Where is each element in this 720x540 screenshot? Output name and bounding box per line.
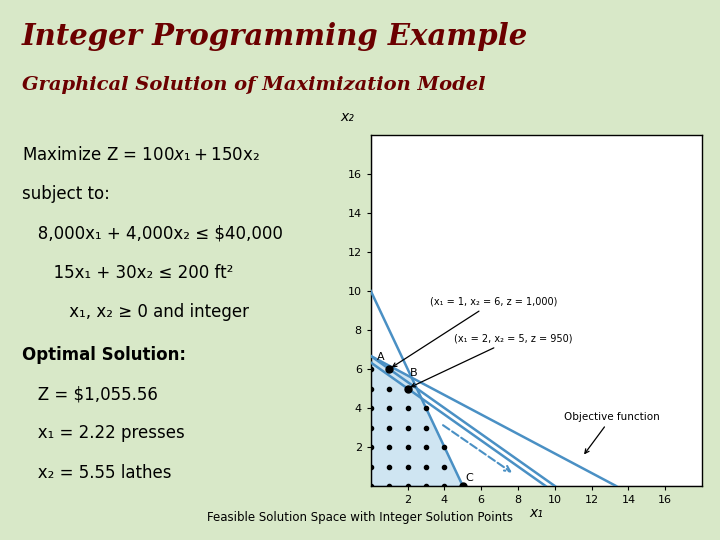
Text: 8,000x₁ + 4,000x₂ ≤ $40,000: 8,000x₁ + 4,000x₂ ≤ $40,000 xyxy=(22,225,282,242)
Text: Optimal Solution:: Optimal Solution: xyxy=(22,346,186,363)
Text: subject to:: subject to: xyxy=(22,185,109,203)
X-axis label: x₁: x₁ xyxy=(529,507,544,521)
Polygon shape xyxy=(371,356,463,486)
Text: B: B xyxy=(410,368,418,378)
Text: Objective function: Objective function xyxy=(564,412,660,454)
Text: x₁ = 2.22 presses: x₁ = 2.22 presses xyxy=(22,424,184,442)
Text: (x₁ = 1, x₂ = 6, z = 1,000): (x₁ = 1, x₂ = 6, z = 1,000) xyxy=(392,297,557,367)
Text: Integer Programming Example: Integer Programming Example xyxy=(22,22,528,51)
Text: Feasible Solution Space with Integer Solution Points: Feasible Solution Space with Integer Sol… xyxy=(207,511,513,524)
Text: C: C xyxy=(466,473,473,483)
Y-axis label: x₂: x₂ xyxy=(341,111,354,124)
Text: (x₁ = 2, x₂ = 5, z = 950): (x₁ = 2, x₂ = 5, z = 950) xyxy=(411,334,572,387)
Text: Graphical Solution of Maximization Model: Graphical Solution of Maximization Model xyxy=(22,76,485,93)
Text: A: A xyxy=(377,352,384,362)
Text: 15x₁ + 30x₂ ≤ 200 ft²: 15x₁ + 30x₂ ≤ 200 ft² xyxy=(22,264,233,282)
Text: x₁, x₂ ≥ 0 and integer: x₁, x₂ ≥ 0 and integer xyxy=(22,303,248,321)
Text: Maximize Z = $100x₁ + $150x₂: Maximize Z = $100x₁ + $150x₂ xyxy=(22,146,259,164)
Text: Z = $1,055.56: Z = $1,055.56 xyxy=(22,385,158,403)
Text: x₂ = 5.55 lathes: x₂ = 5.55 lathes xyxy=(22,464,171,482)
